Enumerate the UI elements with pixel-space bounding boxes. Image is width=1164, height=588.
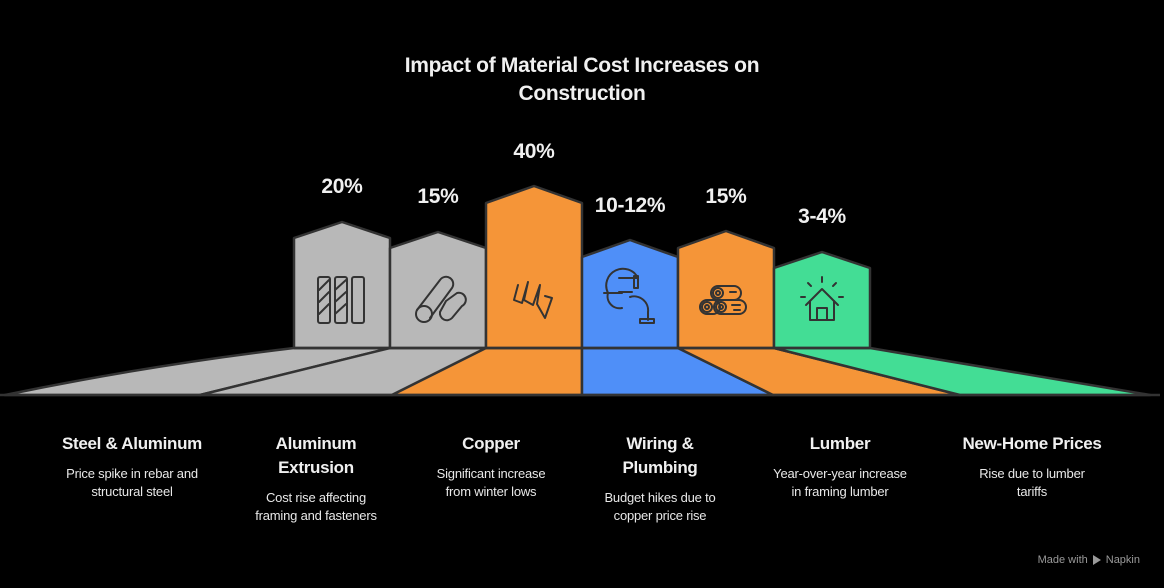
made-with-napkin: Made with Napkin bbox=[1038, 554, 1140, 566]
coil-icon bbox=[513, 281, 553, 319]
percent-copper: 40% bbox=[513, 140, 555, 163]
plumbing-pipe-icon bbox=[603, 267, 655, 324]
label-desc: Budget hikes due to copper price rise bbox=[604, 490, 716, 523]
label-title: New-Home Prices bbox=[962, 434, 1102, 453]
percent-wiring: 10-12% bbox=[594, 194, 666, 217]
label-desc: Cost rise affecting framing and fasteners bbox=[255, 490, 377, 523]
napkin-logo-icon bbox=[1092, 555, 1101, 565]
pipes-icon bbox=[415, 275, 467, 323]
percent-steel: 20% bbox=[321, 175, 363, 198]
label-lumber: Lumber Year-over-year increase in framing… bbox=[750, 432, 930, 501]
logs-icon bbox=[699, 285, 747, 315]
building-aluminum bbox=[388, 230, 488, 350]
label-title: Steel & Aluminum bbox=[61, 434, 203, 453]
percent-lumber: 15% bbox=[705, 185, 747, 208]
rebar-icon bbox=[317, 276, 365, 324]
label-desc: Rise due to lumber tariffs bbox=[979, 466, 1085, 499]
napkin-brand: Napkin bbox=[1105, 554, 1140, 566]
percent-aluminum: 15% bbox=[417, 185, 459, 208]
label-aluminum: Aluminum Extrusion Cost rise affecting fra… bbox=[226, 432, 406, 525]
title-line-1: Impact of Material Cost Increases on bbox=[404, 54, 760, 77]
percent-home: 3-4% bbox=[798, 205, 846, 228]
diagram-title: Impact of Material Cost Increases on Con… bbox=[0, 52, 1164, 108]
label-copper: Copper Significant increase from winter l… bbox=[401, 432, 581, 501]
building-home bbox=[772, 250, 872, 350]
house-icon bbox=[800, 276, 844, 321]
building-steel bbox=[292, 220, 392, 350]
label-desc: Price spike in rebar and structural steel bbox=[66, 466, 198, 499]
building-copper bbox=[484, 184, 584, 350]
title-line-2: Construction bbox=[518, 82, 646, 105]
label-title: Wiring & Plumbing bbox=[622, 434, 698, 477]
label-wiring: Wiring & Plumbing Budget hikes due to copp… bbox=[570, 432, 750, 525]
label-title: Lumber bbox=[809, 434, 871, 453]
label-desc: Significant increase from winter lows bbox=[436, 466, 546, 499]
label-title: Aluminum Extrusion bbox=[275, 434, 357, 477]
building-lumber bbox=[676, 229, 776, 350]
made-with-text: Made with bbox=[1037, 554, 1088, 566]
label-title: Copper bbox=[462, 434, 520, 453]
building-wiring bbox=[580, 238, 680, 350]
label-steel: Steel & Aluminum Price spike in rebar an… bbox=[42, 432, 222, 501]
label-desc: Year-over-year increase in framing lumber bbox=[773, 466, 907, 499]
label-home: New-Home Prices Rise due to lumber tariff… bbox=[942, 432, 1122, 501]
